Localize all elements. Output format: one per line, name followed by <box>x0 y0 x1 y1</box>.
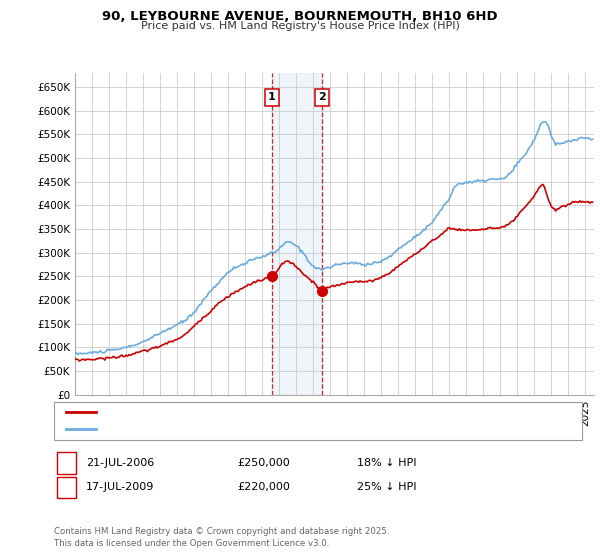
Text: 17-JUL-2009: 17-JUL-2009 <box>86 482 154 492</box>
Text: 90, LEYBOURNE AVENUE, BOURNEMOUTH, BH10 6HD: 90, LEYBOURNE AVENUE, BOURNEMOUTH, BH10 … <box>102 10 498 23</box>
Text: £220,000: £220,000 <box>237 482 290 492</box>
Text: Contains HM Land Registry data © Crown copyright and database right 2025.
This d: Contains HM Land Registry data © Crown c… <box>54 527 389 548</box>
Text: 21-JUL-2006: 21-JUL-2006 <box>86 458 154 468</box>
Text: £250,000: £250,000 <box>237 458 290 468</box>
Text: 1: 1 <box>63 458 70 468</box>
Text: 18% ↓ HPI: 18% ↓ HPI <box>357 458 416 468</box>
Bar <box>272 73 322 395</box>
Text: Price paid vs. HM Land Registry's House Price Index (HPI): Price paid vs. HM Land Registry's House … <box>140 21 460 31</box>
Text: 2: 2 <box>63 482 70 492</box>
Text: 2: 2 <box>319 92 326 102</box>
Text: 90, LEYBOURNE AVENUE, BOURNEMOUTH, BH10 6HD (detached house): 90, LEYBOURNE AVENUE, BOURNEMOUTH, BH10 … <box>102 407 460 417</box>
Text: HPI: Average price, detached house, Bournemouth Christchurch and Poole: HPI: Average price, detached house, Bour… <box>102 424 473 434</box>
Text: 25% ↓ HPI: 25% ↓ HPI <box>357 482 416 492</box>
Text: 1: 1 <box>268 92 275 102</box>
